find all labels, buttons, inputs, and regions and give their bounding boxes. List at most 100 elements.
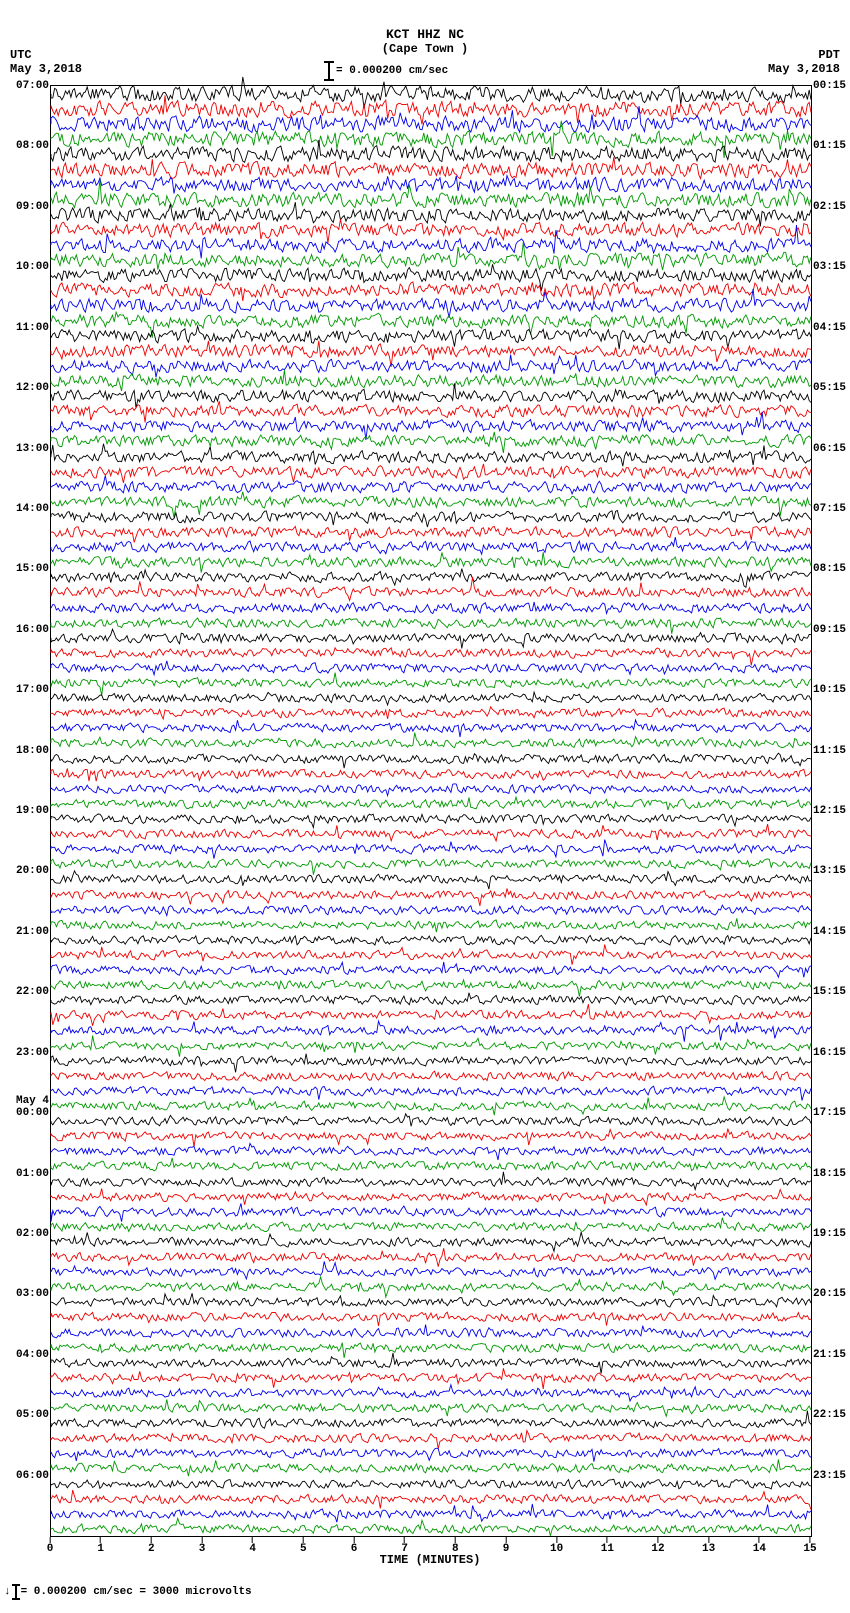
pdt-time-label: 21:15 [811,1350,846,1361]
utc-time-label: 23:00 [16,1048,51,1059]
utc-time-label: 09:00 [16,202,51,213]
pdt-time-label: 19:15 [811,1229,846,1240]
pdt-time-label: 22:15 [811,1410,846,1421]
footer-text: = 0.000200 cm/sec = 3000 microvolts [21,1586,252,1598]
utc-time-label: 18:00 [16,746,51,757]
x-tick: 7 [401,1537,408,1555]
utc-time-label: 17:00 [16,685,51,696]
x-tick-label: 14 [753,1543,766,1555]
x-tick: 9 [503,1537,510,1555]
x-tick: 0 [47,1537,54,1555]
pdt-time-label: 11:15 [811,746,846,757]
x-tick-label: 3 [199,1543,206,1555]
x-tick: 1 [97,1537,104,1555]
pdt-time-label: 23:15 [811,1471,846,1482]
utc-time-label: 16:00 [16,625,51,636]
x-tick-label: 11 [601,1543,614,1555]
utc-time-label: 11:00 [16,323,51,334]
pdt-time-label: 09:15 [811,625,846,636]
scale-text: = 0.000200 cm/sec [336,65,448,77]
pdt-time-label: 16:15 [811,1048,846,1059]
x-tick-label: 5 [300,1543,307,1555]
station-location: (Cape Town ) [0,42,850,56]
x-axis: TIME (MINUTES) 0123456789101112131415 [50,1537,810,1577]
x-tick: 3 [199,1537,206,1555]
x-tick-label: 15 [803,1543,816,1555]
footer-scale: ↓ = 0.000200 cm/sec = 3000 microvolts [0,1577,850,1607]
utc-time-label: 22:00 [16,987,51,998]
utc-time-label: 10:00 [16,262,51,273]
right-date: May 3,2018 [768,62,840,76]
pdt-time-label: 06:15 [811,444,846,455]
pdt-time-label: 13:15 [811,866,846,877]
footer-scale-bar-icon [15,1585,17,1599]
header-center: KCT HHZ NC (Cape Town ) [0,28,850,56]
utc-time-label: 02:00 [16,1229,51,1240]
seismic-trace [51,1521,811,1536]
pdt-time-label: 05:15 [811,383,846,394]
utc-time-label: 20:00 [16,866,51,877]
utc-time-label: 07:00 [16,81,51,92]
station-code: KCT HHZ NC [0,28,850,42]
pdt-time-label: 14:15 [811,927,846,938]
x-tick-label: 8 [452,1543,459,1555]
utc-time-label: 19:00 [16,806,51,817]
x-tick-label: 0 [47,1543,54,1555]
utc-time-label: 06:00 [16,1471,51,1482]
utc-time-label: 05:00 [16,1410,51,1421]
vertical-scale: = 0.000200 cm/sec [328,62,448,80]
scale-bar-icon [328,62,330,80]
x-tick: 10 [550,1537,563,1555]
utc-time-label: 15:00 [16,564,51,575]
x-tick: 12 [651,1537,664,1555]
chart-header: UTC May 3,2018 KCT HHZ NC (Cape Town ) =… [0,0,850,85]
x-tick: 14 [753,1537,766,1555]
x-tick: 5 [300,1537,307,1555]
x-tick: 4 [249,1537,256,1555]
x-tick: 15 [803,1537,816,1555]
x-tick-label: 12 [651,1543,664,1555]
utc-time-label: 01:00 [16,1169,51,1180]
x-tick: 6 [351,1537,358,1555]
x-tick-label: 7 [401,1543,408,1555]
pdt-time-label: 08:15 [811,564,846,575]
pdt-time-label: 15:15 [811,987,846,998]
utc-time-label: 21:00 [16,927,51,938]
utc-time-label: 00:00 [16,1108,51,1119]
x-tick: 11 [601,1537,614,1555]
seismogram-plot: 07:0000:1508:0001:1509:0002:1510:0003:15… [50,85,812,1537]
pdt-time-label: 03:15 [811,262,846,273]
day-break-label: May 4 [16,1095,51,1107]
utc-time-label: 03:00 [16,1289,51,1300]
utc-time-label: 08:00 [16,141,51,152]
header-right: PDT May 3,2018 [768,48,840,76]
pdt-time-label: 18:15 [811,1169,846,1180]
x-tick-label: 10 [550,1543,563,1555]
pdt-time-label: 01:15 [811,141,846,152]
left-date: May 3,2018 [10,62,82,76]
footer-prefix: ↓ [4,1586,11,1598]
utc-time-label: 14:00 [16,504,51,515]
utc-time-label: 04:00 [16,1350,51,1361]
pdt-time-label: 10:15 [811,685,846,696]
x-tick-label: 6 [351,1543,358,1555]
pdt-time-label: 04:15 [811,323,846,334]
pdt-time-label: 07:15 [811,504,846,515]
pdt-time-label: 20:15 [811,1289,846,1300]
pdt-time-label: 17:15 [811,1108,846,1119]
pdt-time-label: 00:15 [811,81,846,92]
x-tick-label: 2 [148,1543,155,1555]
utc-time-label: 13:00 [16,444,51,455]
x-tick: 8 [452,1537,459,1555]
x-tick-label: 9 [503,1543,510,1555]
pdt-time-label: 02:15 [811,202,846,213]
utc-time-label: 12:00 [16,383,51,394]
pdt-time-label: 12:15 [811,806,846,817]
x-tick: 13 [702,1537,715,1555]
right-timezone: PDT [768,48,840,62]
x-tick: 2 [148,1537,155,1555]
x-tick-label: 4 [249,1543,256,1555]
x-axis-label: TIME (MINUTES) [50,1537,810,1567]
x-tick-label: 1 [97,1543,104,1555]
x-tick-label: 13 [702,1543,715,1555]
